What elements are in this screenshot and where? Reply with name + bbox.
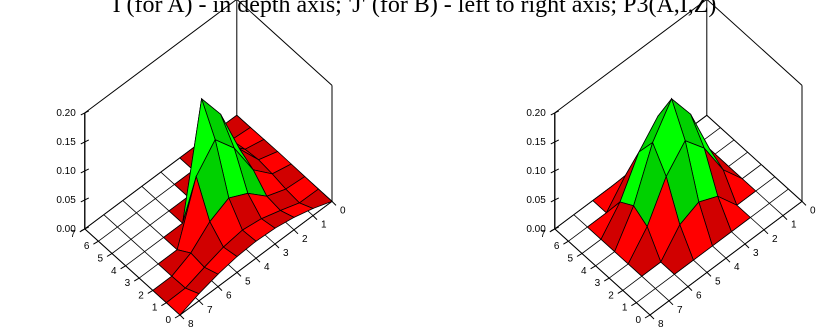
plot2-depth-tick-label: 7 <box>540 229 546 240</box>
plot2-box-top-right <box>554 0 707 114</box>
plot2-z-tick-label: 0.00 <box>526 224 546 235</box>
plot1-z-tick-label: 0.05 <box>56 195 76 206</box>
plot2-depth-tick <box>644 314 651 319</box>
plot2-depth-tick-label: 3 <box>595 278 601 289</box>
plot2-depth-tick <box>631 302 637 307</box>
plot2-z-tick-label: 0.05 <box>526 195 546 206</box>
plot2-right-tick-label: 1 <box>791 220 797 231</box>
plot1-right-tick <box>331 201 337 206</box>
plot1-z-tick-label: 0.20 <box>56 108 76 119</box>
plot1-depth-tick <box>106 253 113 257</box>
plot2-surface-cell <box>627 225 662 277</box>
plot2-z-tick <box>550 110 560 116</box>
plot1-right-tick-label: 8 <box>188 319 194 329</box>
plot2-right-tick <box>801 201 807 206</box>
plot1-depth-tick-label: 3 <box>125 278 131 289</box>
plot1-surface-cell <box>165 287 200 316</box>
plot2-right-tick <box>763 229 769 235</box>
plot2-right-tick <box>744 243 750 249</box>
plot1-z-tick-label: 0.15 <box>56 137 76 148</box>
plot2-right-tick <box>668 300 674 306</box>
plot1-right-tick-label: 4 <box>264 262 270 273</box>
plot2-depth-tick-label: 0 <box>635 315 641 326</box>
plot2-right-tick <box>706 272 712 277</box>
plot1-right-tick-label: 0 <box>340 205 346 216</box>
plot1-right-tick <box>274 243 280 249</box>
plot2-right-tick-label: 0 <box>810 205 816 216</box>
plot1-right-tick <box>179 314 185 320</box>
plot2-depth-tick <box>603 277 610 282</box>
plot1-right-tick-label: 2 <box>302 234 308 245</box>
plot1-depth-tick <box>79 228 86 233</box>
plot2-right-tick-label: 5 <box>715 276 721 287</box>
plot1-right-tick-label: 7 <box>207 305 213 316</box>
plot2-right-tick <box>782 215 788 220</box>
plot2-depth-tick <box>576 253 583 257</box>
plot1-z-tick <box>80 110 90 116</box>
plot2-z-tick-label: 0.15 <box>526 137 546 148</box>
plot1-right-tick-label: 3 <box>283 248 289 259</box>
plot2-surface-cell <box>660 223 694 275</box>
plot1-right-tick-label: 1 <box>321 220 327 231</box>
plot2-right-tick-label: 4 <box>734 262 740 273</box>
plot2-depth-tick <box>590 265 596 270</box>
plot1-depth-tick-label: 5 <box>97 254 103 265</box>
plot2-z-tick-label: 0.10 <box>526 166 546 177</box>
plot2-box-top-left <box>706 0 803 86</box>
plot1-right-tick <box>236 272 242 277</box>
plot2-z-tick <box>550 197 560 203</box>
plot1-depth-tick-label: 2 <box>138 290 144 301</box>
figure-caption: I (for A) - in depth axis; 'J' (for B) -… <box>112 0 717 18</box>
plot2-right-tick <box>649 314 655 320</box>
plot2-z-tick <box>550 139 560 145</box>
plot2-depth-tick-label: 5 <box>567 254 573 265</box>
plot2-right-tick-label: 3 <box>753 248 759 259</box>
plot1-right-tick <box>312 215 318 220</box>
plot2-depth-tick <box>563 240 569 245</box>
plot2-right-tick-label: 2 <box>772 234 778 245</box>
plot2-depth-tick-label: 2 <box>608 290 614 301</box>
plot1-depth-tick-label: 6 <box>84 241 90 252</box>
plot1-depth-tick <box>133 277 140 282</box>
plot1-box-top-right <box>84 0 237 114</box>
plot2-depth-tick <box>549 228 556 233</box>
plot1-right-tick <box>198 300 204 306</box>
plot1-z-tick-label: 0.10 <box>56 166 76 177</box>
plot1-z-tick-label: 0.00 <box>56 224 76 235</box>
plot1-right-tick <box>293 229 299 235</box>
plot1-z-tick <box>80 197 90 203</box>
plot2-right-tick <box>687 286 693 291</box>
plot2-right-tick-label: 8 <box>658 319 664 329</box>
plot2-z-tick-label: 0.20 <box>526 108 546 119</box>
plot2-right-tick-label: 7 <box>677 305 683 316</box>
plot1-depth-tick <box>93 240 99 245</box>
plot2-z-tick <box>550 168 560 174</box>
plot1-depth-tick <box>120 265 126 270</box>
plot1-box-top-left <box>236 0 333 86</box>
plot2-right-tick-label: 6 <box>696 291 702 302</box>
plot2-depth-tick-label: 6 <box>554 241 560 252</box>
plot1-z-tick <box>80 139 90 145</box>
plot1-right-tick <box>255 257 261 263</box>
plot1-depth-tick-label: 0 <box>165 315 171 326</box>
plot1-depth-tick <box>161 302 167 307</box>
plot1-depth-tick-label: 1 <box>152 303 158 314</box>
plot2-depth-tick-label: 4 <box>581 266 587 277</box>
plot1-depth-tick <box>147 289 154 294</box>
plot1-depth-tick <box>174 314 181 319</box>
plot2-floor-outline <box>554 114 803 316</box>
plot2-right-tick <box>725 257 731 263</box>
plot1-right-tick <box>217 286 223 291</box>
plot1-z-tick <box>80 168 90 174</box>
plot1-depth-tick-label: 7 <box>70 229 76 240</box>
plot1-right-tick-label: 6 <box>226 291 232 302</box>
plot2-depth-tick <box>617 289 624 294</box>
plot1-depth-tick-label: 4 <box>111 266 117 277</box>
plot2-depth-tick-label: 1 <box>622 303 628 314</box>
plot1-right-tick-label: 5 <box>245 276 251 287</box>
